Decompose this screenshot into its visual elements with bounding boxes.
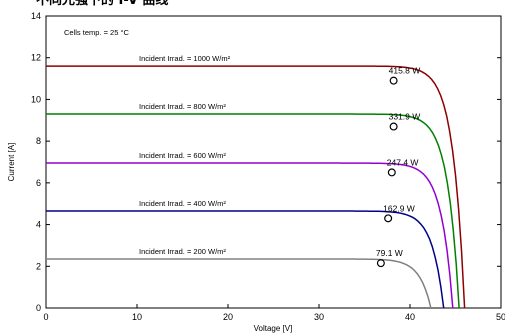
y-tick-label: 12 <box>31 53 41 63</box>
series-label: Incident Irrad. = 200 W/m² <box>139 247 226 256</box>
y-axis-title: Current [A] <box>7 143 16 182</box>
x-axis: 0 10 20 30 40 50 <box>43 304 505 322</box>
series-label: Incident Irrad. = 400 W/m² <box>139 199 226 208</box>
x-tick-label: 0 <box>43 312 48 322</box>
y-tick-label: 6 <box>36 178 41 188</box>
mpp-marker <box>387 168 396 177</box>
y-tick-label: 4 <box>36 220 41 230</box>
iv-curve-4 <box>46 210 445 309</box>
iv-curve-5 <box>46 258 432 309</box>
y-tick-label: 0 <box>36 303 41 313</box>
label-group: 415.8 W Incident Irrad. = 1000 W/m² 331.9 … <box>139 54 420 258</box>
series-label: Incident Irrad. = 600 W/m² <box>139 151 226 160</box>
plot-frame <box>45 15 502 309</box>
mpp-marker <box>389 76 398 85</box>
x-tick-label: 50 <box>496 312 505 322</box>
mpp-label: 79.1 W <box>376 248 403 258</box>
iv-curve-3 <box>46 162 454 309</box>
x-tick-label: 30 <box>314 312 324 322</box>
mpp-marker <box>384 214 393 223</box>
x-axis-title: Voltage [V] <box>254 324 293 333</box>
y-tick-label: 2 <box>36 261 41 271</box>
y-tick-label: 14 <box>31 11 41 21</box>
mpp-marker <box>376 259 385 268</box>
chart-header: 不同光强下的 I-V 曲线 <box>36 0 168 8</box>
mpp-label: 162.9 W <box>383 203 415 213</box>
curve-group <box>46 65 466 309</box>
series-label: Incident Irrad. = 1000 W/m² <box>139 54 231 63</box>
mpp-marker <box>389 122 398 131</box>
mpp-label: 415.8 W <box>389 66 421 76</box>
mpp-label: 247.4 W <box>387 157 419 167</box>
x-tick-label: 20 <box>223 312 233 322</box>
y-tick-label: 8 <box>36 136 41 146</box>
iv-curve-2 <box>46 113 460 309</box>
x-tick-label: 10 <box>132 312 142 322</box>
series-label: Incident Irrad. = 800 W/m² <box>139 102 226 111</box>
mpp-label: 331.9 W <box>389 112 421 122</box>
cells-temp-annotation: Cells temp. = 25 °C <box>64 28 129 37</box>
y-tick-label: 10 <box>31 94 41 104</box>
iv-curve-1 <box>46 65 466 309</box>
y-axis: 0 2 4 6 8 10 12 14 <box>31 11 501 313</box>
x-tick-label: 40 <box>405 312 415 322</box>
